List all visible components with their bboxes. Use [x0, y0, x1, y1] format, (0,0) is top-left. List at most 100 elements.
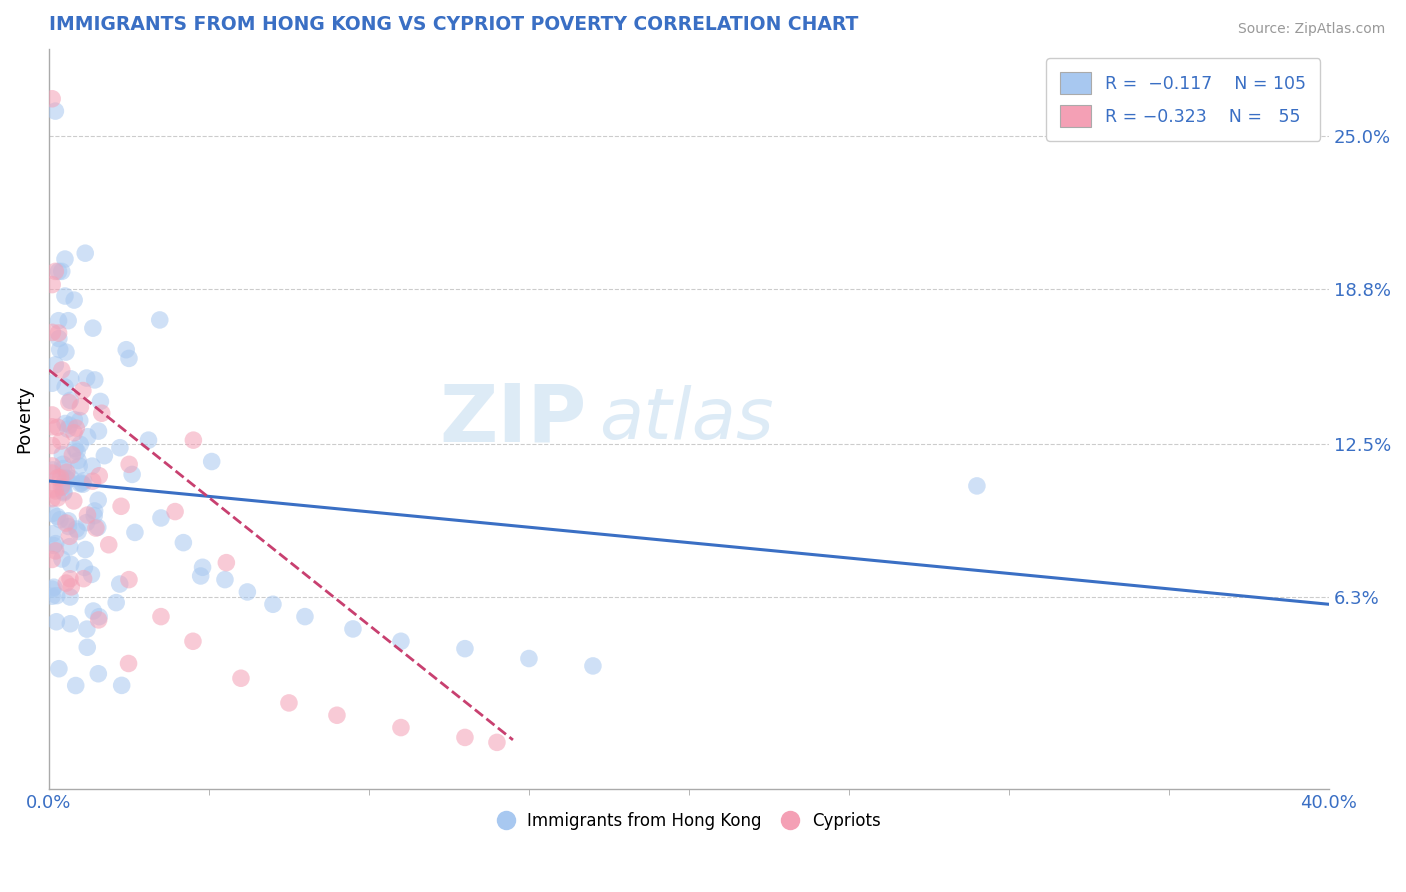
- Point: [83, 504, 105, 518]
- Point: [45, 589, 67, 603]
- Point: [191, 560, 214, 574]
- Point: [58, 395, 80, 409]
- Point: [63, 412, 86, 426]
- Text: ZIP: ZIP: [439, 380, 586, 458]
- Point: [46, 420, 69, 434]
- Point: [48, 343, 70, 357]
- Point: [65, 421, 87, 435]
- Point: [44, 358, 66, 372]
- Point: [62, 494, 84, 508]
- Point: [69, 413, 91, 427]
- Point: [60, 580, 83, 594]
- Point: [42, 482, 65, 496]
- Point: [58, 529, 80, 543]
- Point: [48, 314, 70, 328]
- Point: [42, 463, 65, 477]
- Point: [51, 363, 73, 377]
- Text: atlas: atlas: [599, 384, 773, 454]
- Point: [80, 567, 103, 582]
- Point: [58, 418, 80, 433]
- Point: [201, 454, 224, 468]
- Point: [118, 458, 141, 472]
- Point: [454, 731, 477, 745]
- Point: [149, 511, 172, 525]
- Point: [172, 535, 194, 549]
- Point: [110, 500, 132, 514]
- Point: [278, 696, 301, 710]
- Point: [48, 264, 70, 278]
- Point: [294, 609, 316, 624]
- Point: [118, 573, 141, 587]
- Point: [517, 651, 540, 665]
- Point: [582, 659, 605, 673]
- Point: [53, 252, 76, 266]
- Point: [87, 666, 110, 681]
- Point: [58, 519, 80, 533]
- Point: [97, 538, 120, 552]
- Point: [56, 314, 79, 328]
- Point: [87, 424, 110, 438]
- Point: [87, 613, 110, 627]
- Point: [115, 343, 138, 357]
- Point: [51, 480, 73, 494]
- Point: [67, 524, 90, 539]
- Point: [41, 92, 63, 106]
- Point: [41, 376, 63, 391]
- Point: [55, 471, 77, 485]
- Point: [82, 321, 104, 335]
- Point: [52, 476, 75, 491]
- Point: [72, 572, 94, 586]
- Point: [76, 622, 98, 636]
- Point: [65, 679, 87, 693]
- Point: [76, 508, 98, 522]
- Point: [149, 609, 172, 624]
- Point: [41, 552, 63, 566]
- Point: [66, 444, 89, 458]
- Point: [72, 477, 94, 491]
- Point: [41, 458, 63, 473]
- Point: [89, 468, 111, 483]
- Point: [45, 536, 67, 550]
- Point: [69, 476, 91, 491]
- Point: [389, 634, 412, 648]
- Point: [67, 453, 90, 467]
- Point: [63, 425, 86, 440]
- Text: Source: ZipAtlas.com: Source: ZipAtlas.com: [1237, 22, 1385, 37]
- Point: [108, 441, 131, 455]
- Point: [58, 514, 80, 528]
- Point: [229, 671, 252, 685]
- Point: [51, 264, 73, 278]
- Point: [46, 491, 69, 505]
- Point: [65, 522, 87, 536]
- Point: [59, 572, 82, 586]
- Point: [46, 509, 69, 524]
- Point: [41, 526, 63, 541]
- Point: [41, 326, 63, 340]
- Point: [214, 573, 236, 587]
- Point: [183, 433, 205, 447]
- Point: [59, 590, 82, 604]
- Point: [138, 433, 160, 447]
- Point: [75, 246, 97, 260]
- Point: [111, 678, 134, 692]
- Point: [49, 470, 72, 484]
- Point: [262, 597, 284, 611]
- Point: [51, 448, 73, 462]
- Point: [69, 437, 91, 451]
- Point: [108, 577, 131, 591]
- Point: [59, 393, 82, 408]
- Point: [121, 467, 143, 482]
- Point: [41, 277, 63, 292]
- Point: [76, 640, 98, 655]
- Point: [67, 458, 90, 473]
- Point: [56, 422, 79, 436]
- Point: [326, 708, 349, 723]
- Point: [48, 662, 70, 676]
- Point: [55, 465, 77, 479]
- Point: [83, 373, 105, 387]
- Legend: Immigrants from Hong Kong, Cypriots: Immigrants from Hong Kong, Cypriots: [491, 805, 887, 837]
- Point: [41, 491, 63, 506]
- Point: [63, 442, 86, 456]
- Point: [48, 326, 70, 340]
- Point: [70, 475, 93, 490]
